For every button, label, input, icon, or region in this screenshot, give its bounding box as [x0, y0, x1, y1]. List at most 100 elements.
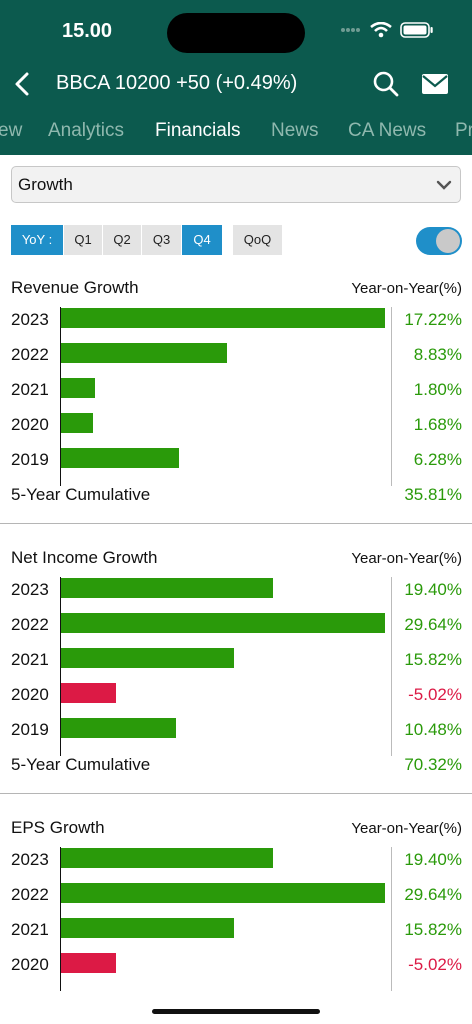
section-divider: [0, 793, 472, 794]
tab-overview[interactable]: ew: [0, 120, 23, 141]
chart-axis: [60, 847, 61, 991]
cumulative-label: 5-Year Cumulative: [11, 485, 151, 504]
chart-axis: [60, 307, 61, 486]
row-year: 2022: [11, 885, 49, 904]
period-q4-button[interactable]: Q4: [182, 225, 222, 255]
row-value: 1.80%: [413, 380, 462, 399]
back-icon[interactable]: [10, 70, 34, 98]
row-year: 2023: [11, 310, 49, 329]
tab-analytics[interactable]: Analytics: [48, 120, 125, 141]
row-value: 1.68%: [413, 415, 462, 434]
dynamic-island: [167, 13, 305, 53]
page-title: BBCA 10200 +50 (+0.49%): [56, 72, 298, 94]
growth-row: 2019 10.48%: [0, 713, 472, 748]
metric-select[interactable]: Growth: [11, 166, 461, 203]
growth-row: 2021 15.82%: [0, 913, 472, 948]
chart-right-guide: [391, 307, 392, 486]
row-value: 19.40%: [404, 850, 462, 869]
growth-row: 2022 29.64%: [0, 878, 472, 913]
period-qoq-button[interactable]: QoQ: [233, 225, 282, 255]
row-value: 17.22%: [404, 310, 462, 329]
row-year: 2020: [11, 415, 49, 434]
growth-row: 2021 15.82%: [0, 643, 472, 678]
growth-bar: [61, 918, 234, 938]
tab-financials[interactable]: Financials: [155, 120, 241, 141]
section-divider: [0, 523, 472, 524]
chevron-down-icon: [436, 180, 452, 190]
tab-bar: ew Analytics Financials News CA News Pr: [0, 112, 472, 152]
period-q2-button[interactable]: Q2: [103, 225, 141, 255]
cumulative-value: 35.81%: [404, 485, 462, 504]
growth-bar: [61, 308, 385, 328]
growth-row: 2023 19.40%: [0, 843, 472, 878]
growth-bar: [61, 613, 385, 633]
growth-bar: [61, 648, 234, 668]
tab-profile[interactable]: Pr: [455, 120, 472, 141]
app-header: 15.00 BBCA 10200 +50 (+0.49%) ew Analyti…: [0, 0, 472, 155]
row-year: 2023: [11, 850, 49, 869]
section-subtitle: Year-on-Year(%): [351, 550, 462, 567]
row-year: 2022: [11, 345, 49, 364]
growth-bar: [61, 378, 95, 398]
row-value: 29.64%: [404, 615, 462, 634]
period-q3-button[interactable]: Q3: [142, 225, 181, 255]
growth-row: 2020 -5.02%: [0, 948, 472, 983]
growth-row: 2023 19.40%: [0, 573, 472, 608]
row-year: 2022: [11, 615, 49, 634]
section-subtitle: Year-on-Year(%): [351, 280, 462, 297]
growth-bar: [61, 883, 385, 903]
row-year: 2021: [11, 380, 49, 399]
growth-bar: [61, 343, 227, 363]
period-q1-button[interactable]: Q1: [64, 225, 102, 255]
row-value: -5.02%: [408, 685, 462, 704]
row-year: 2021: [11, 920, 49, 939]
row-value: 15.82%: [404, 920, 462, 939]
row-year: 2021: [11, 650, 49, 669]
period-yoy-button[interactable]: YoY :: [11, 225, 63, 255]
growth-bar: [61, 848, 273, 868]
row-value: -5.02%: [408, 955, 462, 974]
growth-bar: [61, 413, 93, 433]
growth-bar: [61, 683, 116, 703]
section-title: Net Income Growth: [11, 548, 158, 567]
chart-toggle[interactable]: [416, 227, 462, 255]
metric-select-value: Growth: [18, 175, 73, 194]
row-year: 2019: [11, 450, 49, 469]
growth-bar: [61, 718, 176, 738]
search-icon[interactable]: [372, 70, 400, 98]
chart-right-guide: [391, 847, 392, 991]
chart-axis: [60, 577, 61, 756]
row-value: 8.83%: [413, 345, 462, 364]
tab-news[interactable]: News: [271, 120, 319, 141]
growth-row: 2021 1.80%: [0, 373, 472, 408]
row-value: 6.28%: [413, 450, 462, 469]
row-value: 19.40%: [404, 580, 462, 599]
row-year: 2019: [11, 720, 49, 739]
cumulative-value: 70.32%: [404, 755, 462, 774]
row-value: 10.48%: [404, 720, 462, 739]
row-year: 2020: [11, 955, 49, 974]
growth-row: 2022 8.83%: [0, 338, 472, 373]
mail-icon[interactable]: [421, 72, 449, 96]
battery-icon: [400, 22, 433, 38]
toggle-knob: [436, 229, 460, 253]
row-value: 29.64%: [404, 885, 462, 904]
home-indicator: [152, 1009, 320, 1014]
signal-icon: [341, 28, 360, 32]
status-icons: [340, 22, 434, 38]
growth-bar: [61, 953, 116, 973]
row-year: 2020: [11, 685, 49, 704]
growth-row: 2023 17.22%: [0, 303, 472, 338]
section-title: EPS Growth: [11, 818, 105, 837]
row-value: 15.82%: [404, 650, 462, 669]
growth-row: 2020 -5.02%: [0, 678, 472, 713]
growth-row: 2020 1.68%: [0, 408, 472, 443]
chart-right-guide: [391, 577, 392, 756]
wifi-icon: [370, 22, 392, 38]
growth-row: 2022 29.64%: [0, 608, 472, 643]
cumulative-label: 5-Year Cumulative: [11, 755, 151, 774]
growth-bar: [61, 448, 179, 468]
growth-bar: [61, 578, 273, 598]
tab-ca-news[interactable]: CA News: [348, 120, 427, 141]
section-subtitle: Year-on-Year(%): [351, 820, 462, 837]
